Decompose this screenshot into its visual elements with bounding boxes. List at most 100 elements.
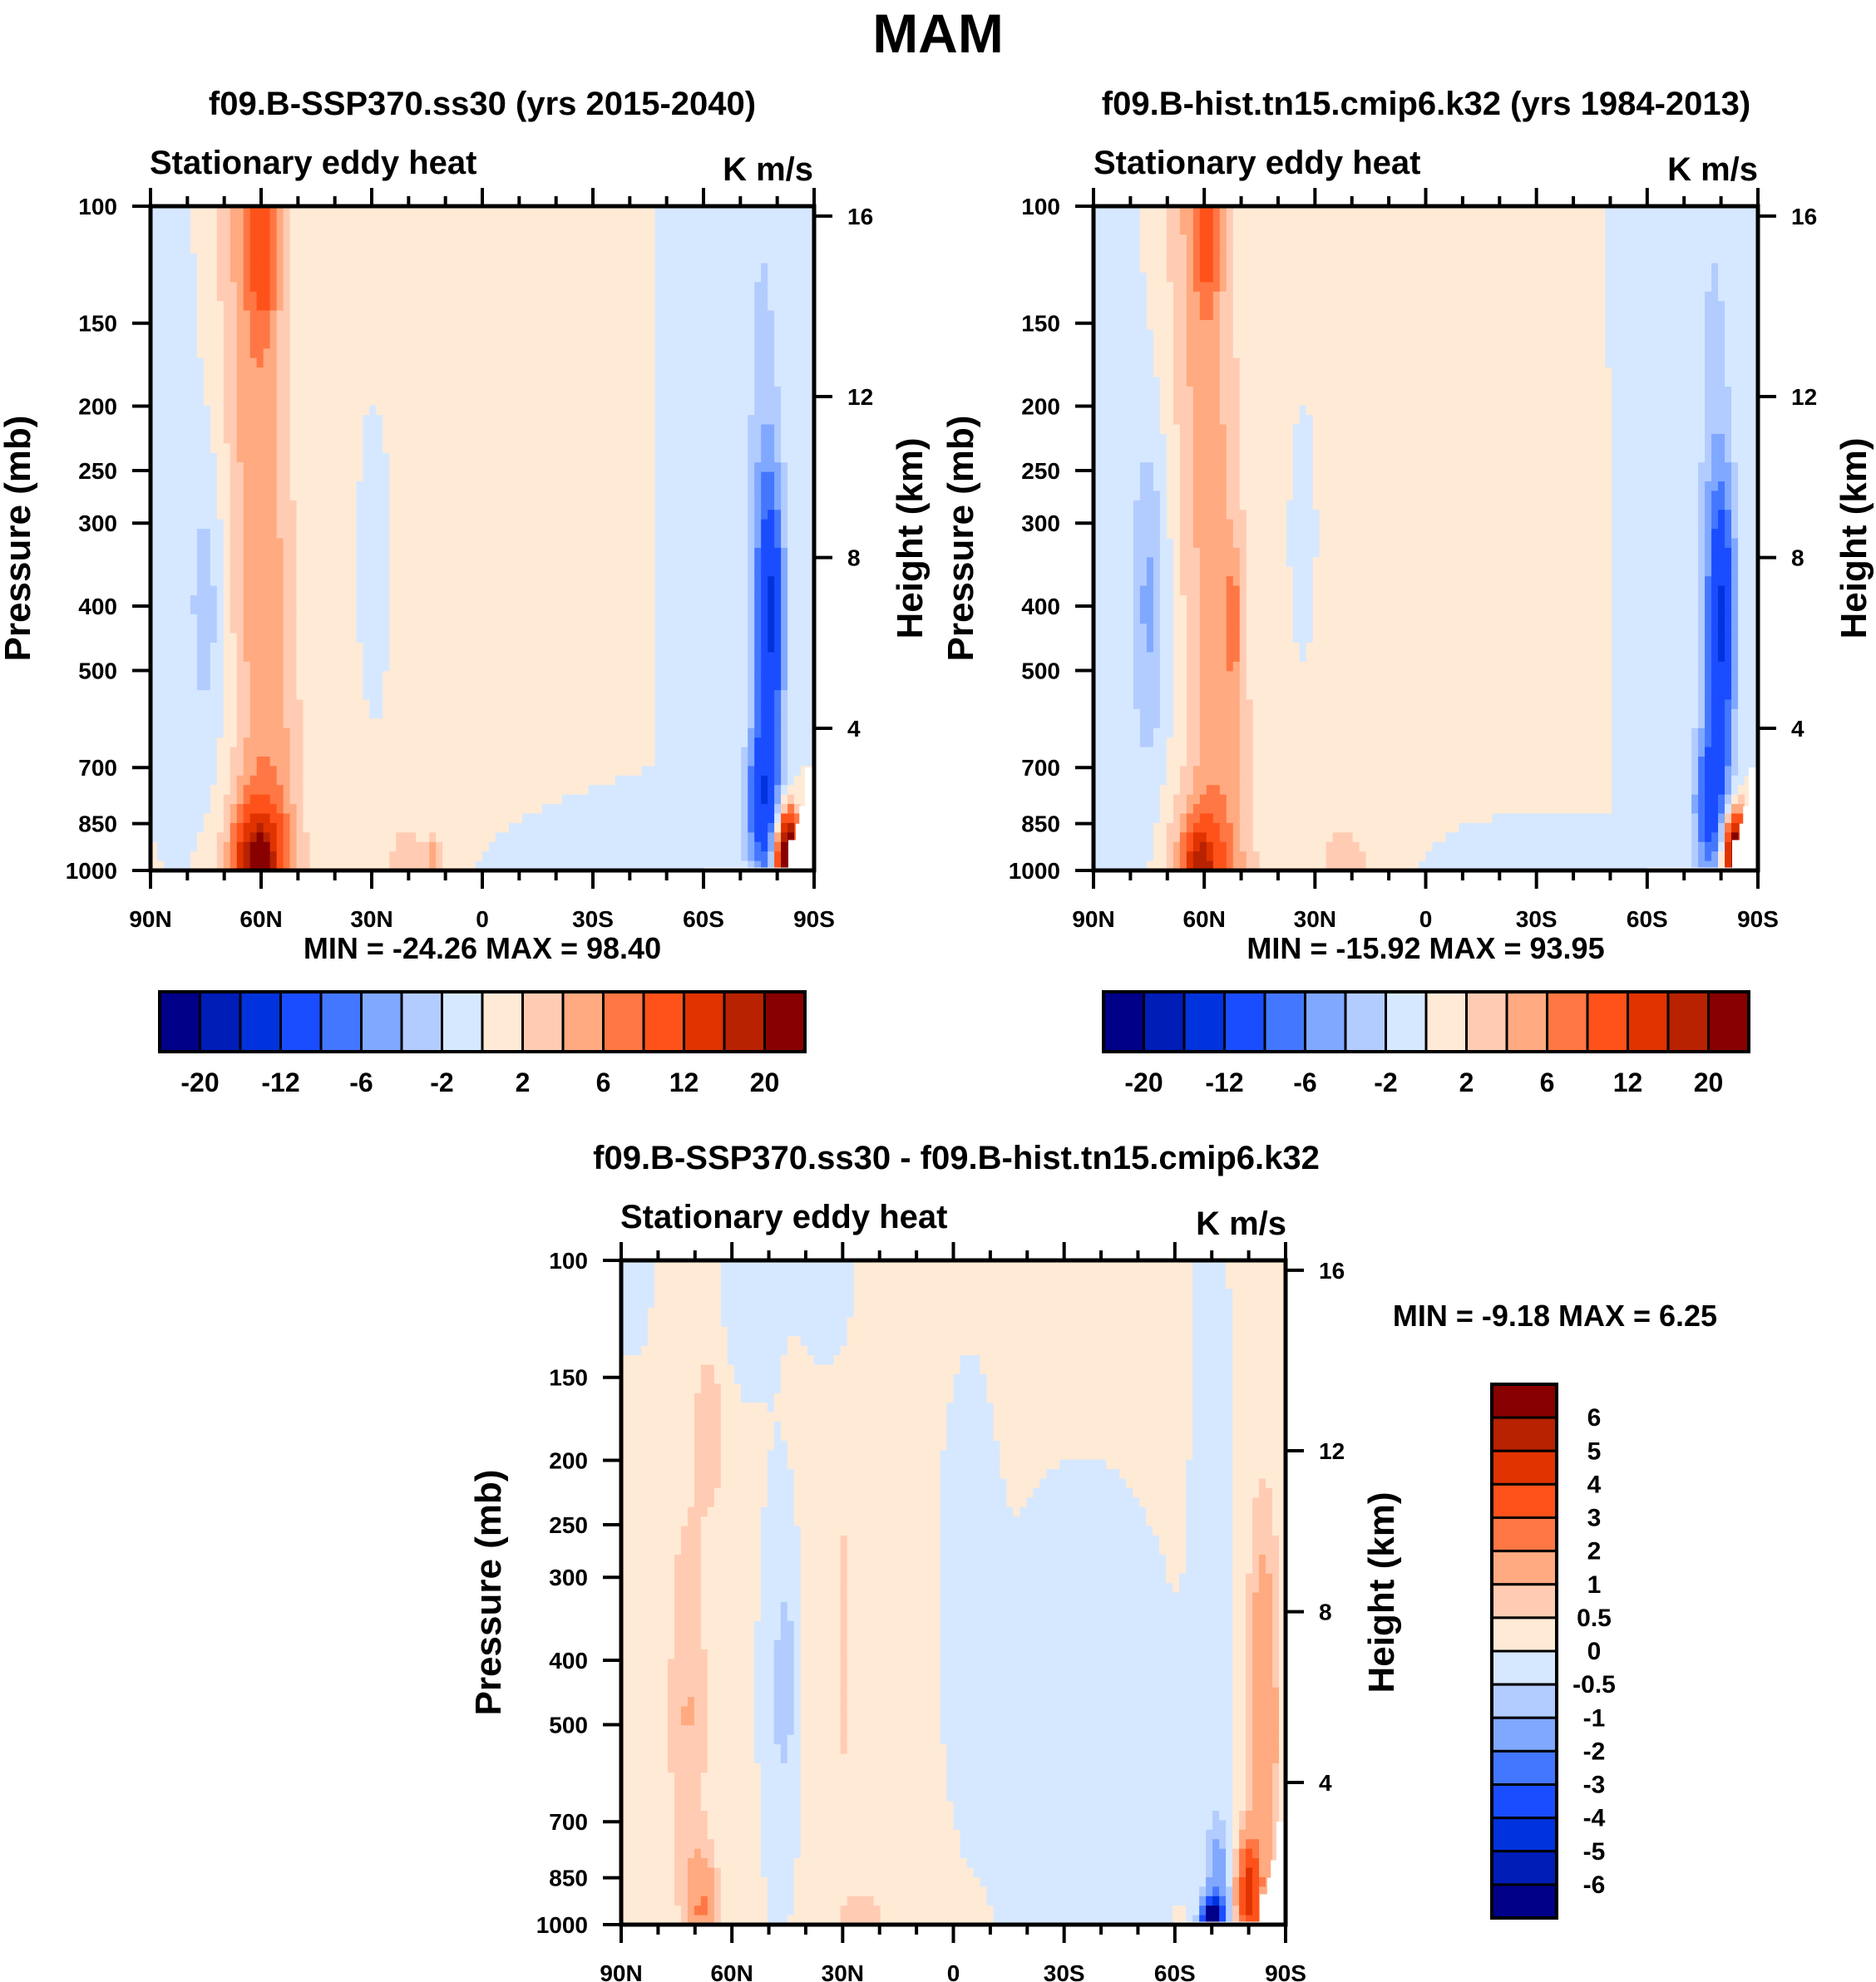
heatmap-cell — [748, 652, 755, 663]
heatmap-cell — [151, 643, 158, 653]
heatmap-cell — [369, 614, 377, 624]
heatmap-cell — [595, 491, 603, 501]
heatmap-cell — [581, 594, 590, 605]
heatmap-cell — [343, 604, 350, 615]
heatmap-cell — [163, 510, 171, 520]
heatmap-cell — [575, 491, 583, 501]
heatmap-cell — [476, 652, 483, 663]
heatmap-cell — [615, 415, 623, 426]
heatmap-cell — [190, 282, 198, 293]
heatmap-cell — [708, 377, 715, 387]
heatmap-cell — [323, 338, 331, 349]
heatmap-cell — [581, 471, 590, 482]
heatmap-cell — [416, 386, 423, 397]
heatmap-cell — [269, 367, 278, 378]
heatmap-cell — [383, 301, 390, 312]
heatmap-cell — [694, 614, 702, 624]
heatmap-cell — [781, 481, 788, 492]
heatmap-cell — [170, 272, 178, 283]
heatmap-cell — [508, 594, 516, 605]
heatmap-cell — [708, 415, 715, 426]
heatmap-cell — [601, 633, 610, 643]
heatmap-cell — [708, 566, 715, 577]
heatmap-cell — [801, 310, 808, 321]
heatmap-cell — [588, 244, 596, 254]
heatmap-cell — [575, 291, 583, 302]
heatmap-cell — [309, 301, 318, 312]
heatmap-cell — [216, 424, 225, 435]
heatmap-cell — [575, 604, 583, 615]
heatmap-cell — [176, 224, 185, 235]
heatmap-cell — [708, 614, 715, 624]
heatmap-cell — [429, 396, 437, 407]
heatmap-cell — [694, 481, 702, 492]
heatmap-cell — [203, 452, 211, 463]
heatmap-cell — [256, 566, 264, 577]
heatmap-cell — [807, 452, 815, 463]
heatmap-cell — [442, 633, 450, 643]
heatmap-cell — [588, 661, 596, 672]
heatmap-cell — [336, 576, 344, 587]
heatmap-cell — [151, 624, 158, 634]
heatmap-cell — [309, 424, 318, 435]
heatmap-cell — [621, 272, 629, 283]
heatmap-cell — [588, 338, 596, 349]
heatmap-cell — [748, 206, 755, 217]
heatmap-cell — [276, 244, 284, 254]
heatmap-cell — [196, 557, 205, 568]
heatmap-cell — [183, 643, 191, 653]
heatmap-cell — [422, 367, 430, 378]
heatmap-cell — [734, 206, 742, 217]
heatmap-cell — [223, 386, 231, 397]
heatmap-cell — [316, 624, 324, 634]
heatmap-cell — [501, 338, 510, 349]
heatmap-cell — [741, 614, 748, 624]
heatmap-cell — [422, 585, 430, 596]
heatmap-cell — [781, 443, 788, 454]
heatmap-cell — [535, 310, 543, 321]
heatmap-cell — [674, 500, 682, 510]
heatmap-cell — [170, 671, 178, 682]
heatmap-cell — [787, 500, 795, 510]
heatmap-cell — [714, 643, 722, 653]
heatmap-cell — [734, 471, 742, 482]
heatmap-cell — [176, 547, 185, 558]
heatmap-cell — [674, 643, 682, 653]
heatmap-cell — [442, 462, 450, 473]
heatmap-cell — [561, 254, 570, 264]
heatmap-cell — [203, 624, 211, 634]
heatmap-cell — [456, 357, 463, 368]
heatmap-cell — [748, 624, 755, 634]
heatmap-cell — [568, 594, 576, 605]
heatmap-cell — [269, 462, 278, 473]
heatmap-cell — [515, 519, 523, 530]
heatmap-cell — [601, 224, 610, 235]
heatmap-cell — [641, 357, 649, 368]
heatmap-cell — [236, 471, 244, 482]
heatmap-cell — [383, 481, 390, 492]
heatmap-cell — [528, 329, 536, 340]
heatmap-cell — [615, 348, 623, 359]
heatmap-cell — [223, 643, 231, 653]
heatmap-cell — [383, 282, 390, 293]
heatmap-cell — [402, 471, 410, 482]
heatmap-cell — [688, 633, 695, 643]
heatmap-cell — [343, 462, 350, 473]
heatmap-cell — [210, 557, 218, 568]
heatmap-cell — [236, 206, 244, 217]
heatmap-cell — [203, 234, 211, 245]
heatmap-cell — [263, 405, 271, 416]
heatmap-cell — [608, 510, 616, 520]
heatmap-cell — [568, 529, 576, 540]
heatmap-cell — [316, 329, 324, 340]
heatmap-cell — [383, 310, 390, 321]
heatmap-cell — [581, 244, 590, 254]
heatmap-cell — [801, 519, 808, 530]
heatmap-cell — [568, 396, 576, 407]
heatmap-cell — [436, 462, 443, 473]
heatmap-cell — [223, 319, 231, 330]
heatmap-cell — [336, 386, 344, 397]
heatmap-cell — [721, 452, 728, 463]
heatmap-cell — [296, 224, 304, 235]
heatmap-cell — [748, 396, 755, 407]
